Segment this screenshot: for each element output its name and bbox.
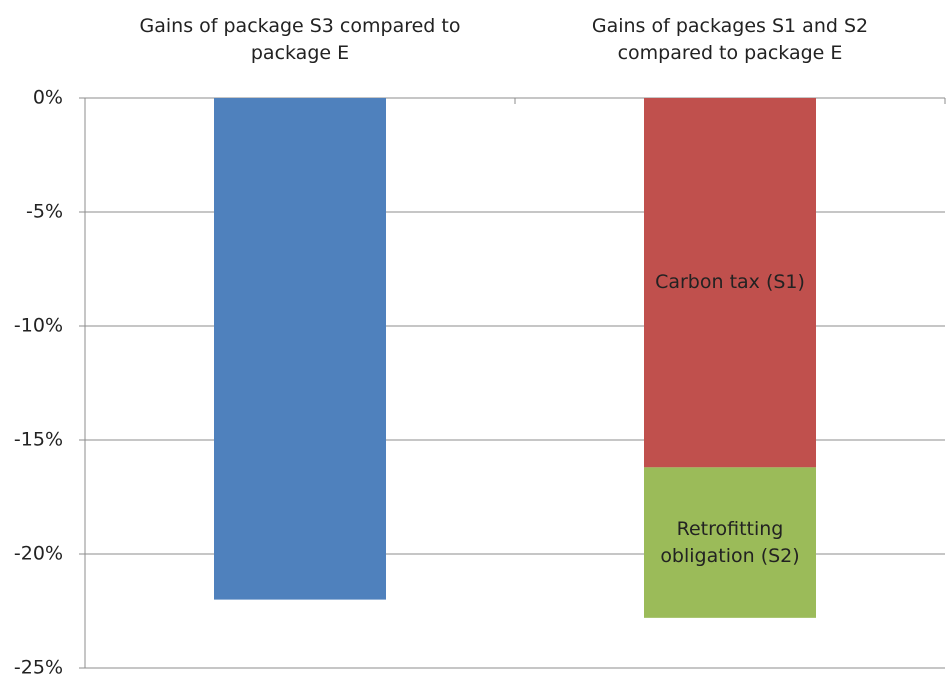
y-tick-label: -5%	[26, 201, 63, 223]
x-category-label: Gains of packages S1 and S2 compared to …	[591, 15, 869, 64]
bar-segment	[644, 98, 816, 468]
y-tick-label: -10%	[14, 315, 63, 337]
segment-label: Carbon tax (S1)	[655, 271, 805, 294]
y-tick-label: -15%	[14, 429, 63, 451]
y-tick-label: -20%	[14, 543, 63, 565]
bar-segment	[644, 467, 816, 618]
x-category-label: Gains of package S3 compared to package …	[139, 15, 461, 64]
y-tick-label: -25%	[14, 657, 63, 679]
y-tick-label: 0%	[33, 87, 63, 109]
segment-label: Retrofitting obligation (S2)	[660, 517, 800, 567]
bar-segment	[214, 98, 386, 600]
